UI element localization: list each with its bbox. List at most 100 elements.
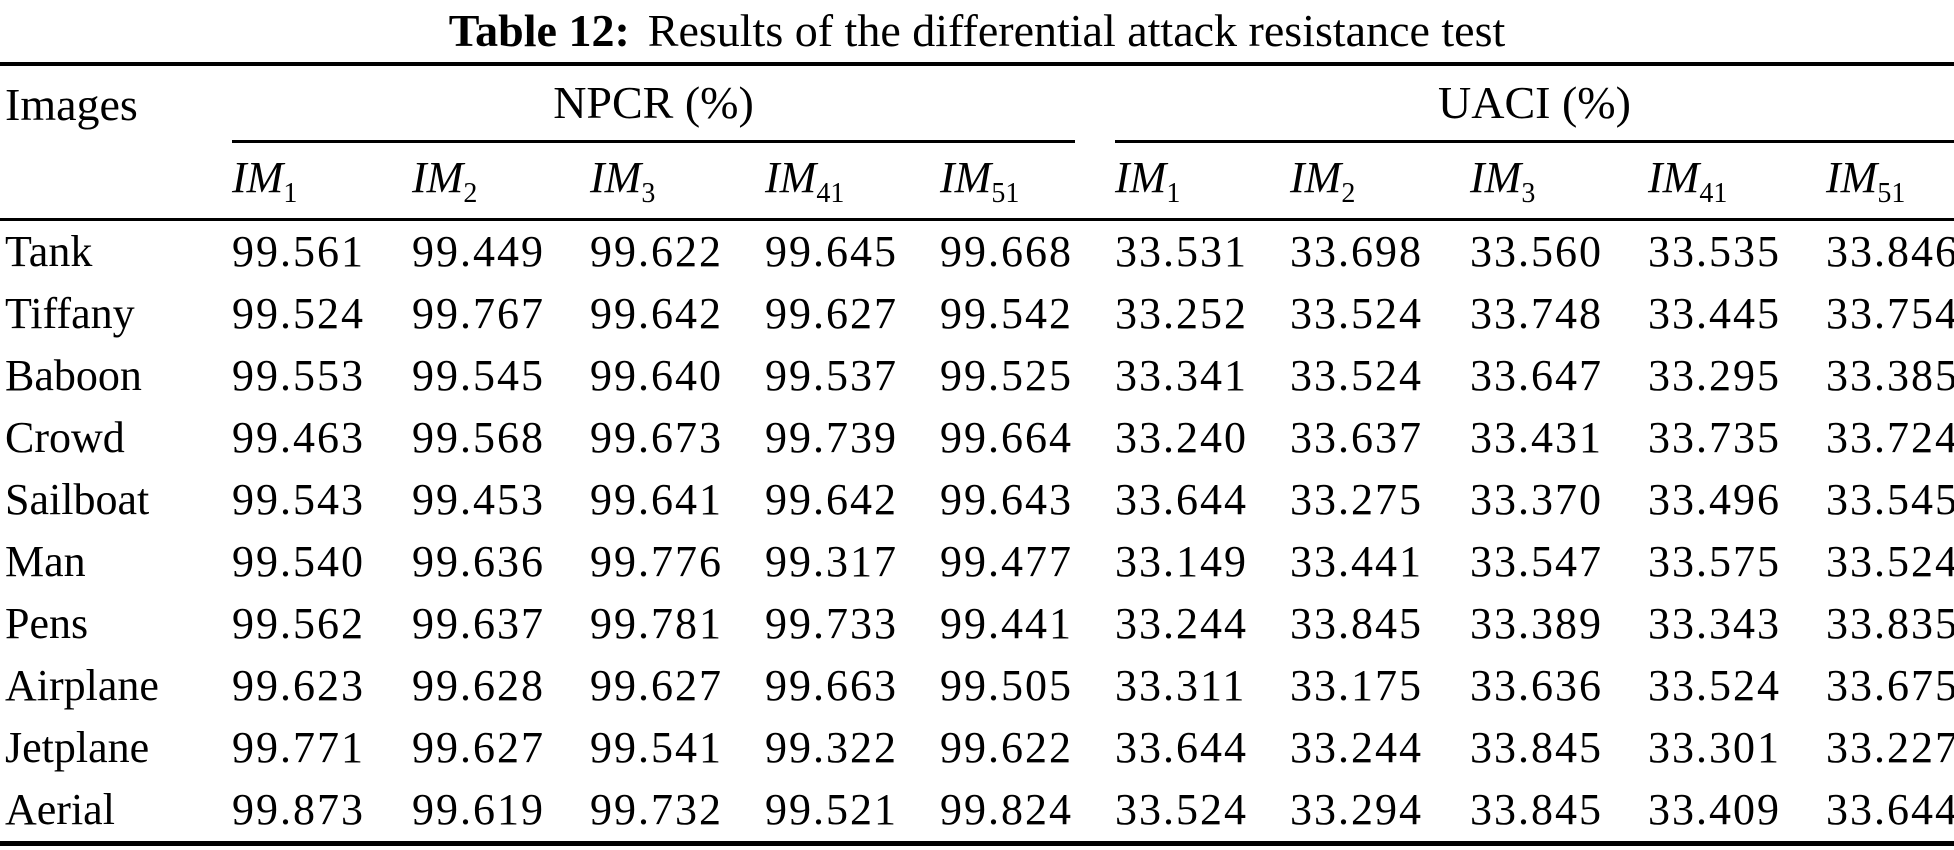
value-cell: 33.294 bbox=[1290, 784, 1423, 834]
value-cell: 33.244 bbox=[1115, 598, 1248, 648]
im-subscript: 3 bbox=[1521, 178, 1536, 210]
row-label: Pens bbox=[5, 598, 89, 648]
col-header-npcr-im3: IM3 bbox=[590, 143, 765, 221]
value-cell: 99.545 bbox=[412, 350, 545, 400]
value-cell: 99.477 bbox=[940, 536, 1073, 586]
value-cell: 99.540 bbox=[232, 536, 365, 586]
value-cell: 33.845 bbox=[1470, 722, 1603, 772]
value-cell: 33.149 bbox=[1115, 536, 1248, 586]
value-cell: 33.637 bbox=[1290, 412, 1423, 462]
value-cell: 99.463 bbox=[232, 412, 365, 462]
col-header-uaci-im41: IM41 bbox=[1648, 143, 1826, 221]
im-label: IM bbox=[765, 153, 817, 203]
value-cell: 99.641 bbox=[590, 474, 723, 524]
value-cell: 99.541 bbox=[590, 722, 723, 772]
value-cell: 99.767 bbox=[412, 288, 545, 338]
value-cell: 99.619 bbox=[412, 784, 545, 834]
value-cell: 99.637 bbox=[412, 598, 545, 648]
value-cell: 33.560 bbox=[1470, 226, 1603, 276]
value-cell: 33.547 bbox=[1470, 536, 1603, 586]
value-cell: 99.537 bbox=[765, 350, 898, 400]
value-cell: 33.644 bbox=[1115, 474, 1248, 524]
value-cell: 33.275 bbox=[1290, 474, 1423, 524]
value-cell: 99.663 bbox=[765, 660, 898, 710]
value-cell: 33.389 bbox=[1470, 598, 1603, 648]
value-cell: 33.301 bbox=[1648, 722, 1781, 772]
value-cell: 33.524 bbox=[1290, 288, 1423, 338]
value-cell: 33.748 bbox=[1470, 288, 1603, 338]
results-table: Images NPCR (%) UACI (%) IM1 IM2 IM3 IM4… bbox=[0, 62, 1954, 846]
value-cell: 33.343 bbox=[1648, 598, 1781, 648]
im-label: IM bbox=[412, 153, 464, 203]
value-cell: 33.535 bbox=[1648, 226, 1781, 276]
value-cell: 33.845 bbox=[1470, 784, 1603, 834]
value-cell: 99.627 bbox=[765, 288, 898, 338]
table-caption-label: Table 12: bbox=[448, 5, 630, 56]
value-cell: 33.240 bbox=[1115, 412, 1248, 462]
value-cell: 99.622 bbox=[940, 722, 1073, 772]
row-label: Jetplane bbox=[5, 722, 150, 772]
group-header-uaci-label: UACI (%) bbox=[1115, 80, 1954, 143]
table-caption: Table 12: Results of the differential at… bbox=[0, 0, 1954, 62]
table-row: Jetplane 99.771 99.627 99.541 99.322 99.… bbox=[0, 717, 1954, 779]
value-cell: 33.244 bbox=[1290, 722, 1423, 772]
value-cell: 99.776 bbox=[590, 536, 723, 586]
value-cell: 99.642 bbox=[765, 474, 898, 524]
col-header-images: Images bbox=[0, 64, 232, 221]
table-body: Tank 99.561 99.449 99.622 99.645 99.668 … bbox=[0, 219, 1954, 843]
value-cell: 33.524 bbox=[1115, 784, 1248, 834]
value-cell: 99.543 bbox=[232, 474, 365, 524]
row-label: Tiffany bbox=[5, 288, 135, 338]
table-row: Baboon 99.553 99.545 99.640 99.537 99.52… bbox=[0, 345, 1954, 407]
value-cell: 33.698 bbox=[1290, 226, 1423, 276]
value-cell: 33.575 bbox=[1648, 536, 1781, 586]
value-cell: 99.781 bbox=[590, 598, 723, 648]
col-header-uaci-im2: IM2 bbox=[1290, 143, 1470, 221]
value-cell: 99.640 bbox=[590, 350, 723, 400]
col-header-npcr-im1: IM1 bbox=[232, 143, 412, 221]
value-cell: 99.627 bbox=[412, 722, 545, 772]
row-label: Tank bbox=[5, 226, 93, 276]
im-subscript: 2 bbox=[1341, 178, 1356, 210]
im-label: IM bbox=[1115, 153, 1167, 203]
value-cell: 33.409 bbox=[1648, 784, 1781, 834]
value-cell: 99.642 bbox=[590, 288, 723, 338]
col-header-uaci-im51: IM51 bbox=[1826, 143, 1954, 221]
im-label: IM bbox=[1470, 153, 1522, 203]
im-subscript: 51 bbox=[991, 178, 1020, 210]
table-row: Tank 99.561 99.449 99.622 99.645 99.668 … bbox=[0, 219, 1954, 283]
value-cell: 33.227 bbox=[1826, 722, 1954, 772]
value-cell: 99.824 bbox=[940, 784, 1073, 834]
value-cell: 99.771 bbox=[232, 722, 365, 772]
value-cell: 99.733 bbox=[765, 598, 898, 648]
group-header-row: Images NPCR (%) UACI (%) bbox=[0, 64, 1954, 221]
value-cell: 33.431 bbox=[1470, 412, 1603, 462]
value-cell: 33.531 bbox=[1115, 226, 1248, 276]
row-label: Airplane bbox=[5, 660, 159, 710]
col-header-npcr-im51: IM51 bbox=[940, 143, 1115, 221]
subheader-row: IM1 IM2 IM3 IM41 IM51 IM1 IM2 IM3 IM41 I… bbox=[0, 143, 1954, 221]
value-cell: 33.754 bbox=[1826, 288, 1954, 338]
table-row: Man 99.540 99.636 99.776 99.317 99.477 3… bbox=[0, 531, 1954, 593]
value-cell: 99.622 bbox=[590, 226, 723, 276]
value-cell: 33.496 bbox=[1648, 474, 1781, 524]
im-label: IM bbox=[1648, 153, 1700, 203]
col-header-uaci-im1: IM1 bbox=[1115, 143, 1290, 221]
value-cell: 99.561 bbox=[232, 226, 365, 276]
value-cell: 99.553 bbox=[232, 350, 365, 400]
value-cell: 99.525 bbox=[940, 350, 1073, 400]
value-cell: 99.505 bbox=[940, 660, 1073, 710]
value-cell: 99.627 bbox=[590, 660, 723, 710]
col-header-npcr-im2: IM2 bbox=[412, 143, 590, 221]
value-cell: 99.322 bbox=[765, 722, 898, 772]
value-cell: 33.445 bbox=[1648, 288, 1781, 338]
value-cell: 99.568 bbox=[412, 412, 545, 462]
value-cell: 99.623 bbox=[232, 660, 365, 710]
value-cell: 33.341 bbox=[1115, 350, 1248, 400]
im-label: IM bbox=[940, 153, 992, 203]
im-label: IM bbox=[232, 153, 284, 203]
row-label: Crowd bbox=[5, 412, 125, 462]
table-row: Sailboat 99.543 99.453 99.641 99.642 99.… bbox=[0, 469, 1954, 531]
value-cell: 33.524 bbox=[1290, 350, 1423, 400]
im-subscript: 41 bbox=[1699, 178, 1728, 210]
